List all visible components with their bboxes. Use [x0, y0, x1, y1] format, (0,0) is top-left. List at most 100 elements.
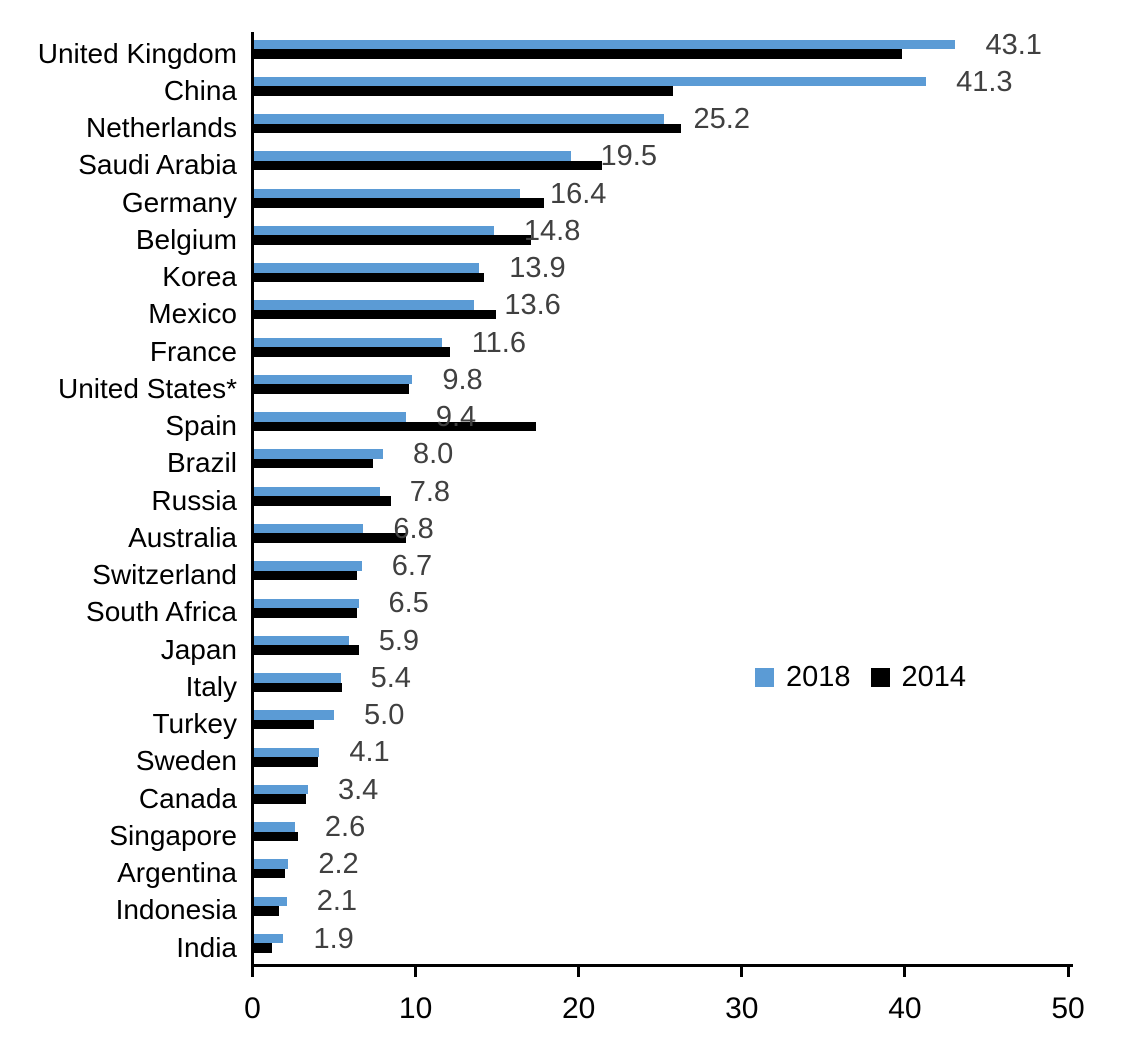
category-label: Netherlands: [86, 112, 237, 144]
legend-swatch-2014: [870, 668, 890, 687]
bar-2018: [252, 896, 287, 907]
bar-2014: [252, 421, 537, 432]
category-label: France: [149, 335, 237, 367]
bar-2018: [252, 561, 362, 571]
bar-2014: [252, 757, 318, 767]
bar-2018: [252, 412, 406, 422]
value-label: 8.0: [412, 438, 454, 471]
x-axis-tick: [740, 967, 744, 977]
bar-2018: [252, 635, 349, 646]
value-label: 5.4: [370, 661, 411, 694]
category-label: Argentina: [117, 857, 237, 889]
bar-2014: [252, 235, 532, 245]
value-label: 6.7: [391, 550, 433, 583]
value-label: 2.2: [318, 848, 359, 881]
x-axis-tick-label: 50: [1051, 992, 1085, 1025]
bar-2014: [252, 123, 682, 134]
value-label: 6.8: [393, 512, 434, 545]
bar-2014: [252, 272, 485, 283]
bar-2018: [252, 784, 308, 795]
bar-2018: [252, 523, 364, 534]
value-label: 16.4: [549, 177, 607, 210]
category-label: India: [176, 931, 237, 963]
value-label: 2.1: [316, 885, 358, 918]
bar-2014: [252, 831, 299, 842]
legend: 2018 2014: [755, 661, 986, 694]
bar-2014: [252, 868, 286, 879]
bar-2018: [252, 300, 475, 310]
bar-2014: [252, 198, 545, 208]
category-label: Belgium: [135, 223, 237, 255]
category-label: Russia: [151, 484, 237, 516]
bar-2018: [252, 225, 494, 236]
value-label: 6.5: [388, 587, 429, 620]
bar-2018: [252, 486, 380, 497]
value-label: 7.8: [409, 475, 451, 508]
bar-2014: [252, 682, 343, 693]
value-label: 4.1: [349, 736, 390, 769]
legend-entry-2014: 2014: [870, 661, 967, 694]
legend-swatch-2018: [755, 668, 774, 687]
bar-2018: [252, 747, 320, 758]
x-axis-tick: [1066, 967, 1070, 977]
x-axis-tick-label: 10: [398, 992, 433, 1025]
category-label: Turkey: [152, 708, 237, 740]
category-label: China: [163, 74, 237, 106]
value-label: 14.8: [523, 214, 581, 247]
category-label: United Kingdom: [37, 37, 237, 69]
legend-entry-2018: 2018: [755, 661, 851, 694]
category-label: Spain: [165, 410, 237, 442]
value-label: 19.5: [600, 140, 657, 173]
bar-2014: [252, 906, 279, 916]
x-axis-tick-label: 30: [725, 992, 759, 1025]
category-label: Sweden: [135, 745, 237, 777]
bar-2018: [252, 859, 289, 869]
bar-2018: [252, 114, 664, 124]
category-label: South Africa: [86, 596, 237, 628]
value-label: 1.9: [313, 922, 354, 955]
value-label: 25.2: [693, 103, 750, 136]
bar-2018: [252, 374, 413, 385]
bar-2014: [252, 943, 273, 953]
category-label: Indonesia: [115, 894, 237, 926]
x-axis-tick-label: 40: [888, 992, 922, 1025]
value-label: 13.9: [509, 252, 566, 285]
value-label: 5.9: [378, 624, 420, 657]
bar-2014: [252, 384, 410, 394]
value-label: 13.6: [504, 289, 561, 322]
bar-2018: [252, 673, 341, 683]
bar-2018: [252, 710, 335, 720]
bar-2018: [252, 39, 956, 50]
category-label: Switzerland: [92, 559, 237, 591]
value-label: 11.6: [471, 326, 526, 359]
bar-2018: [252, 188, 520, 199]
value-label: 3.4: [337, 773, 379, 806]
value-label: 9.8: [442, 363, 483, 396]
bar-2014: [252, 86, 674, 96]
bar-2018: [252, 449, 383, 459]
value-label: 2.6: [324, 810, 366, 843]
value-label: 5.0: [364, 699, 405, 732]
category-label: Italy: [185, 670, 237, 702]
category-label: Canada: [138, 782, 237, 814]
bar-2018: [252, 933, 284, 944]
x-axis-tick: [414, 967, 418, 977]
bar-2014: [252, 608, 357, 618]
category-label: Mexico: [148, 298, 237, 330]
x-axis-tick: [251, 967, 254, 977]
bar-2018: [252, 151, 571, 161]
value-label: 43.1: [985, 28, 1042, 61]
bar-2014: [252, 570, 357, 581]
x-axis-tick-label: 20: [562, 992, 596, 1025]
bar-2014: [252, 794, 307, 804]
bar-2014: [252, 347, 450, 357]
bar-2014: [252, 49, 902, 59]
legend-label-2018: 2018: [786, 661, 851, 693]
bar-2018: [252, 337, 442, 348]
category-label: Japan: [160, 633, 237, 665]
category-label: Korea: [162, 261, 237, 293]
legend-label-2014: 2014: [901, 661, 967, 693]
bar-2014: [252, 458, 374, 469]
y-axis-line: [251, 32, 254, 967]
